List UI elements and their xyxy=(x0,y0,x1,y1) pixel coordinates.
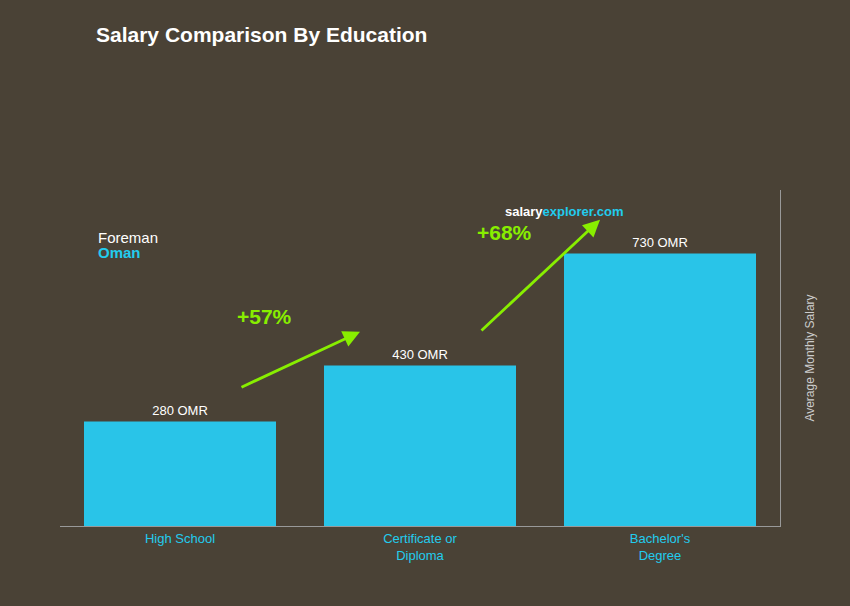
svg-text:High School: High School xyxy=(145,531,215,546)
svg-text:salaryexplorer.com: salaryexplorer.com xyxy=(505,204,624,219)
svg-text:Salary Comparison By Education: Salary Comparison By Education xyxy=(96,23,427,46)
svg-text:Foreman: Foreman xyxy=(98,229,158,246)
svg-text:280 OMR: 280 OMR xyxy=(152,403,208,418)
svg-text:730 OMR: 730 OMR xyxy=(632,235,688,250)
svg-text:Certificate orDiploma: Certificate orDiploma xyxy=(383,531,457,563)
svg-text:430 OMR: 430 OMR xyxy=(392,347,448,362)
svg-text:+57%: +57% xyxy=(237,305,292,328)
svg-text:+68%: +68% xyxy=(477,221,532,244)
svg-text:Oman: Oman xyxy=(98,244,141,261)
svg-text:Bachelor'sDegree: Bachelor'sDegree xyxy=(630,531,691,563)
svg-text:Average Monthly Salary: Average Monthly Salary xyxy=(803,294,817,421)
